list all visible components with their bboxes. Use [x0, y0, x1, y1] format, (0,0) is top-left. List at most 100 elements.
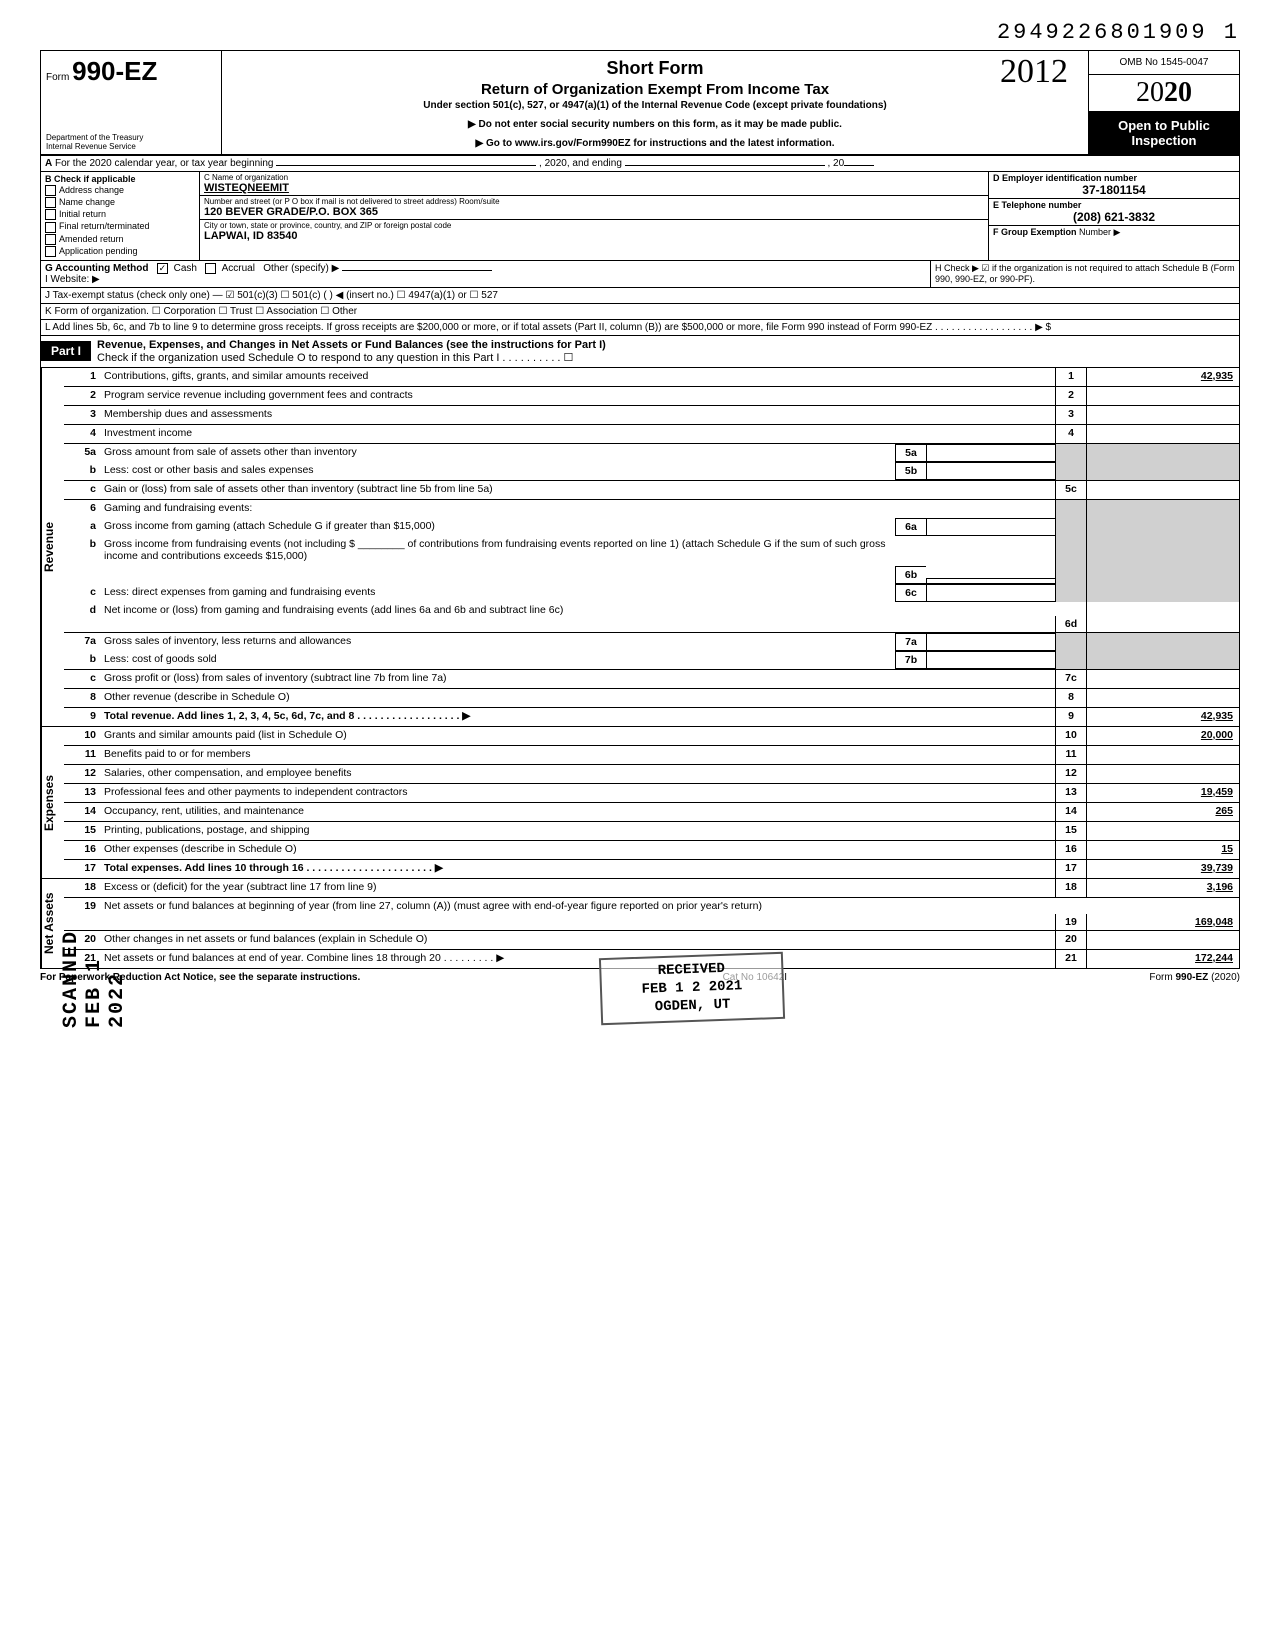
v18: 3,196: [1086, 879, 1239, 897]
v11: [1086, 746, 1239, 764]
header-right: OMB No 1545-0047 20202020 Open to Public…: [1088, 51, 1239, 154]
d5b: Less: cost or other basis and sales expe…: [102, 462, 895, 480]
v4: [1086, 425, 1239, 443]
r20: 20: [1055, 931, 1086, 949]
f-sub: Number ▶: [1079, 227, 1120, 237]
r21: 21: [1055, 950, 1086, 968]
r17: 17: [1055, 860, 1086, 878]
n16: 16: [64, 841, 102, 859]
d21: Net assets or fund balances at end of ye…: [102, 950, 1055, 968]
n5b: b: [64, 462, 102, 480]
c-addr-val: 120 BEVER GRADE/P.O. BOX 365: [204, 206, 984, 218]
r6s: [1055, 500, 1086, 518]
r11: 11: [1055, 746, 1086, 764]
form-subtitle: Under section 501(c), 527, or 4947(a)(1)…: [227, 100, 1083, 111]
r4: 4: [1055, 425, 1086, 443]
sv6c: [926, 584, 1055, 602]
n6a: a: [64, 518, 102, 536]
revenue-block: Revenue 1Contributions, gifts, grants, a…: [40, 368, 1240, 727]
form-year: 20202020: [1089, 75, 1239, 112]
r13: 13: [1055, 784, 1086, 802]
v5a: [1086, 444, 1239, 462]
d-val: 37-1801154: [993, 183, 1235, 197]
d5a: Gross amount from sale of assets other t…: [102, 444, 895, 462]
r16: 16: [1055, 841, 1086, 859]
c-addr-label: Number and street (or P O box if mail is…: [204, 197, 984, 206]
row-gh: G Accounting Method ✓ Cash Accrual Other…: [40, 261, 1240, 288]
header-left: Form 990-EZ Department of the Treasury I…: [41, 51, 222, 154]
d14: Occupancy, rent, utilities, and maintena…: [102, 803, 1055, 821]
n12: 12: [64, 765, 102, 783]
n5c: c: [64, 481, 102, 499]
sv5a: [926, 444, 1055, 462]
c-name-label: C Name of organization: [204, 173, 984, 182]
chk-amended[interactable]: [45, 234, 56, 245]
col-b: B Check if applicable Address change Nam…: [41, 172, 200, 260]
d6a: Gross income from gaming (attach Schedul…: [102, 518, 895, 536]
lbl-accrual: Accrual: [222, 263, 255, 274]
d7b: Less: cost of goods sold: [102, 651, 895, 669]
n6: 6: [64, 500, 102, 518]
form-number: 990-EZ: [72, 56, 157, 86]
r5a: [1055, 444, 1086, 462]
part1-label: Part I: [41, 341, 91, 361]
received-stamp: RECEIVED FEB 1 2 2021 OGDEN, UT: [599, 952, 785, 1025]
lbl-initial: Initial return: [59, 209, 106, 219]
r9: 9: [1055, 708, 1086, 726]
sv6a: [926, 518, 1055, 536]
d6d: Net income or (loss) from gaming and fun…: [102, 602, 1055, 632]
n2: 2: [64, 387, 102, 405]
dept-treasury: Department of the Treasury Internal Reve…: [46, 133, 143, 151]
row-a: A For the 2020 calendar year, or tax yea…: [40, 156, 1240, 172]
n6c: c: [64, 584, 102, 602]
scanned-stamp: SCANNED FEB 1 2022: [60, 930, 129, 1028]
v7bs: [1086, 651, 1239, 669]
sb7b: 7b: [895, 651, 926, 669]
chk-accrual[interactable]: [205, 263, 216, 274]
v6as: [1086, 518, 1239, 536]
chk-final[interactable]: [45, 222, 56, 233]
n3: 3: [64, 406, 102, 424]
v6bs: [1086, 536, 1239, 584]
d6b: Gross income from fundraising events (no…: [102, 536, 895, 584]
d12: Salaries, other compensation, and employ…: [102, 765, 1055, 783]
n6b: b: [64, 536, 102, 584]
chk-cash[interactable]: ✓: [157, 263, 168, 274]
v5bs: [1086, 462, 1239, 480]
chk-pending[interactable]: [45, 246, 56, 257]
lbl-other: Other (specify) ▶: [263, 263, 339, 274]
d1: Contributions, gifts, grants, and simila…: [102, 368, 1055, 386]
r7bs: [1055, 651, 1086, 669]
r6as: [1055, 518, 1086, 536]
v12: [1086, 765, 1239, 783]
v1: 42,935: [1086, 368, 1239, 386]
v2: [1086, 387, 1239, 405]
form-header: Form 990-EZ Department of the Treasury I…: [40, 50, 1240, 156]
r12: 12: [1055, 765, 1086, 783]
handwritten-year: 2012: [1000, 53, 1068, 91]
n4: 4: [64, 425, 102, 443]
d15: Printing, publications, postage, and shi…: [102, 822, 1055, 840]
sv7b: [926, 651, 1055, 669]
n7c: c: [64, 670, 102, 688]
d-label: D Employer identification number: [993, 173, 1137, 183]
v15: [1086, 822, 1239, 840]
d11: Benefits paid to or for members: [102, 746, 1055, 764]
form-title-2: Return of Organization Exempt From Incom…: [227, 81, 1083, 98]
part1-header: Part I Revenue, Expenses, and Changes in…: [40, 336, 1240, 368]
d7c: Gross profit or (loss) from sales of inv…: [102, 670, 1055, 688]
chk-initial[interactable]: [45, 209, 56, 220]
d6: Gaming and fundraising events:: [102, 500, 1055, 518]
r19: 19: [1055, 914, 1086, 930]
n19: 19: [64, 898, 102, 930]
v5c: [1086, 481, 1239, 499]
chk-address[interactable]: [45, 185, 56, 196]
row-k: K Form of organization. ☐ Corporation ☐ …: [40, 304, 1240, 320]
e-label: E Telephone number: [993, 200, 1081, 210]
n7b: b: [64, 651, 102, 669]
sv5b: [926, 462, 1055, 480]
r7as: [1055, 633, 1086, 651]
d7a: Gross sales of inventory, less returns a…: [102, 633, 895, 651]
form-instr-2: ▶ Go to www.irs.gov/Form990EZ for instru…: [227, 138, 1083, 149]
chk-name[interactable]: [45, 197, 56, 208]
